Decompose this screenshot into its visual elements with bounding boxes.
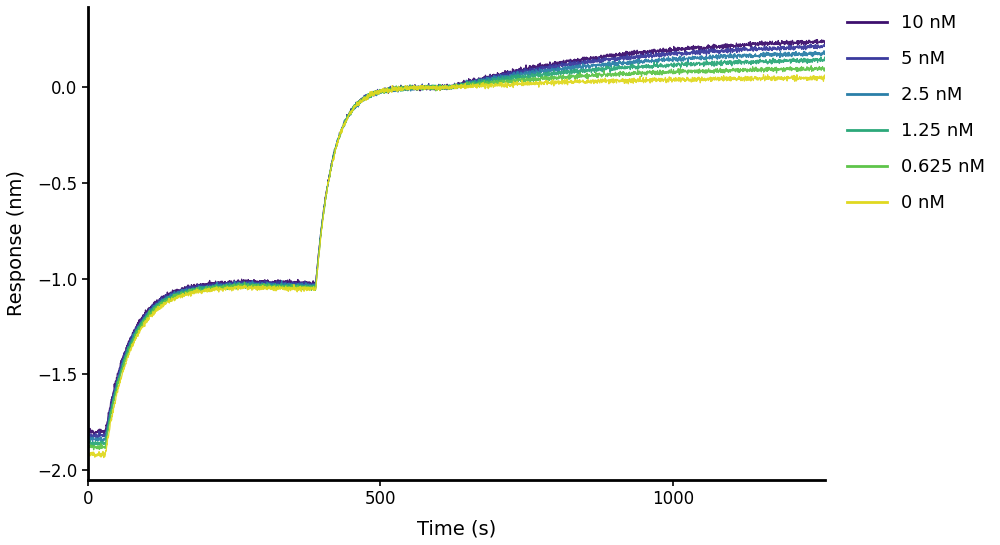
Legend: 10 nM, 5 nM, 2.5 nM, 1.25 nM, 0.625 nM, 0 nM: 10 nM, 5 nM, 2.5 nM, 1.25 nM, 0.625 nM, …: [840, 7, 992, 220]
Y-axis label: Response (nm): Response (nm): [7, 170, 26, 316]
X-axis label: Time (s): Time (s): [417, 519, 496, 538]
